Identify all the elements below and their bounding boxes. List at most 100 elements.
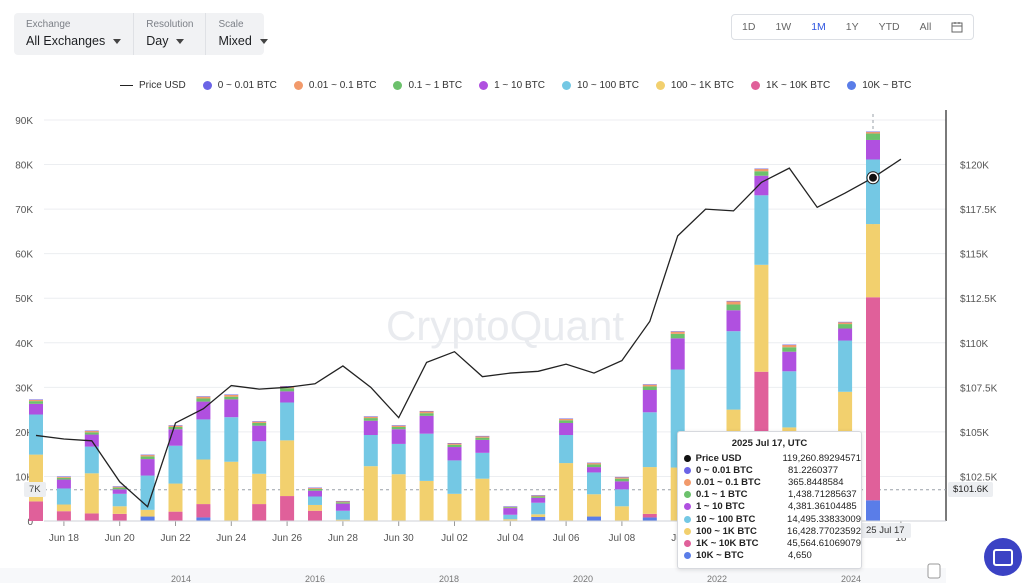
legend-item-b0[interactable]: 0 ~ 0.01 BTC [202,80,277,91]
tooltip-row: Price USD 119,260.89294571 [678,452,861,464]
navigator[interactable]: 2014 2016 2018 2020 2022 2024 [0,563,946,583]
bar-segment [84,430,99,433]
bar-segment [112,506,127,514]
price-crosshair-label: $101.6K [948,482,994,497]
bar-segment [782,344,797,346]
bar-segment [252,421,267,423]
legend-label: 0.1 ~ 1 BTC [408,80,463,91]
chevron-down-icon [176,39,185,45]
grid-lines [44,110,947,522]
resolution-select[interactable]: Resolution Day [134,13,207,55]
bar-segment [782,371,797,428]
bar-segment [782,347,797,352]
tooltip-row: 1K ~ 10K BTC 45,564.61069079 [678,537,861,549]
x-tick-label: Jun 30 [384,533,414,544]
range-1m-button[interactable]: 1M [811,21,826,33]
legend-item-price[interactable]: Price USD [120,80,186,91]
bar-segment [224,394,239,395]
range-all-button[interactable]: All [919,21,932,33]
bar-segment [838,340,853,392]
bar-segment [112,486,127,487]
bar-segment [112,486,127,488]
tooltip-row: 0 ~ 0.01 BTC 81.2260377 [678,464,861,476]
x-tick-label: Jun 28 [328,533,358,544]
navigator-year-label: 2014 [171,574,191,583]
bar-segment [670,338,685,370]
tooltip-key: 0.1 ~ 1 BTC [696,489,748,501]
bar-segment [726,304,741,311]
bar-segment [252,422,267,426]
tooltip-key: 10 ~ 100 BTC [695,513,756,525]
bar-segment [475,452,490,479]
bar-segment [196,398,211,402]
navigator-handle [927,563,941,579]
legend-item-b2[interactable]: 0.1 ~ 1 BTC [393,80,462,91]
chat-button[interactable] [984,538,1022,576]
y-tick-label: 50K [15,294,33,305]
bar-segment [447,444,462,448]
bar-segment [754,171,769,176]
bar-segment [335,500,350,502]
bar-segment [866,131,880,133]
y-right-tick-label: $102.5K [960,472,998,483]
tooltip-key: 100 ~ 1K BTC [695,525,757,537]
range-1d-button[interactable]: 1D [742,21,756,33]
bar-segment [280,391,295,403]
tooltip-value: 365.8448584 [788,476,844,488]
price-line [35,158,902,508]
range-1w-button[interactable]: 1W [775,21,792,33]
scale-label: Scale [218,19,244,30]
legend-item-b4[interactable]: 10 ~ 100 BTC [561,80,639,91]
bar-segment [838,328,853,341]
line-swatch-icon [120,84,133,87]
range-ytd-button[interactable]: YTD [878,21,900,33]
tooltip-key: 0.01 ~ 0.1 BTC [696,476,761,488]
legend-item-b5[interactable]: 100 ~ 1K BTC [655,80,734,91]
legend-item-b7[interactable]: 10K ~ BTC [847,80,911,91]
bar-segment [642,513,657,518]
tooltip-row: 10 ~ 100 BTC 14,495.33833009 [678,513,861,525]
bar-segment [614,481,629,490]
bar-segment [140,455,155,457]
dot-swatch-icon [393,81,403,90]
y-tick-label: 20K [15,428,33,439]
range-selector: 1D 1W 1M 1Y YTD All [731,14,975,40]
x-tick-label: Jun 24 [216,533,246,544]
dot-swatch-icon [202,81,212,90]
bar-segment [363,435,378,467]
bar-segment [503,506,518,508]
bar-segment [587,467,601,473]
y-tick-label: 30K [15,383,33,394]
bar-segment [196,459,211,505]
legend-item-b1[interactable]: 0.01 ~ 0.1 BTC [293,80,376,91]
legend-item-b6[interactable]: 1K ~ 10K BTC [751,80,830,91]
bar-segment [419,413,434,416]
bar-segment [503,506,518,507]
bar-segment [838,324,853,329]
dot-icon [684,552,691,560]
bar-segment [308,490,322,497]
bar-segment [642,467,657,514]
bar-segment [84,432,99,435]
bar-segment [140,509,155,517]
calendar-button[interactable] [941,15,973,39]
y-right-tick-label: $112.5K [960,294,997,305]
legend-item-b3[interactable]: 1 ~ 10 BTC [479,80,545,91]
bar-segment [866,133,880,140]
scale-select[interactable]: Scale Mixed [206,13,279,55]
legend-label: 10K ~ BTC [862,80,912,91]
range-1y-button[interactable]: 1Y [845,21,859,33]
bar-segment [587,516,601,521]
exchange-select[interactable]: Exchange All Exchanges [14,13,135,55]
bar-segment [559,463,574,521]
bar-segment [196,396,211,399]
bar-segment [531,516,546,521]
bar-segment [475,439,490,453]
bar-segment [419,415,434,434]
bar-segment [447,447,462,461]
bar-segment [140,516,155,521]
dot-swatch-icon [479,81,489,90]
y-right-tick-label: $120K [960,161,989,172]
bar-segment [587,464,601,468]
y-axis-left: 0 10K 20K 30K 40K 50K 60K 70K 80K 90K [15,116,33,528]
